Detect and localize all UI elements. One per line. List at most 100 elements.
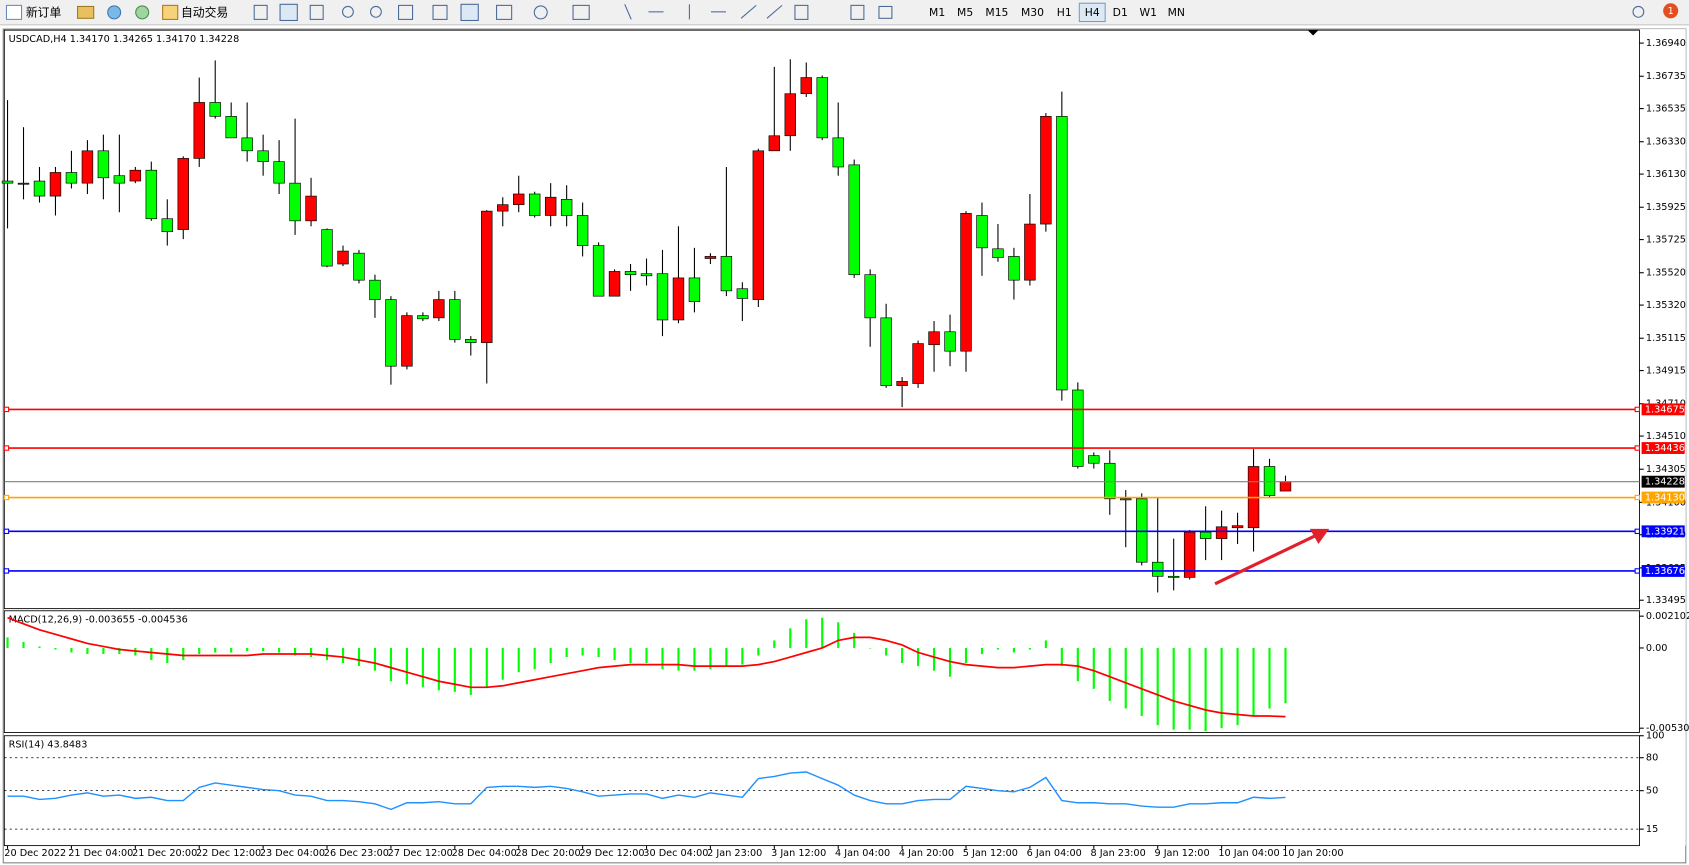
macd-bar [70, 647, 73, 653]
x-tick-label: 21 Dec 20:00 [132, 848, 197, 859]
x-tick-label: 26 Dec 23:00 [324, 848, 389, 859]
timeframe-button[interactable]: M15 [985, 6, 1008, 19]
channel-icon[interactable] [766, 4, 783, 19]
x-tick-label: 30 Dec 04:00 [643, 848, 708, 859]
zoom-in-icon[interactable] [342, 5, 354, 18]
macd-bar [421, 647, 424, 688]
candle-body [1151, 561, 1164, 577]
macd-bar [453, 647, 456, 692]
macd-bar [373, 647, 377, 671]
notification-badge[interactable] [1663, 3, 1679, 19]
macd-bar [629, 647, 632, 664]
macd-bar [1284, 647, 1287, 704]
candle-body [816, 77, 828, 139]
toolbar-button[interactable]: 自动交易 [181, 5, 228, 19]
periods-icon[interactable] [533, 5, 548, 20]
candle-body [49, 172, 62, 197]
timeframe-button[interactable]: H1 [1057, 6, 1072, 19]
tile-icon[interactable] [398, 4, 414, 20]
candle-body [145, 169, 158, 220]
candle-body [481, 210, 493, 343]
line-chart-icon[interactable] [309, 4, 324, 20]
candle-chart-icon[interactable] [279, 3, 298, 22]
zoom-out-icon[interactable] [370, 5, 382, 18]
macd-bar [932, 647, 936, 671]
candle-body [257, 150, 269, 162]
macd-bar [1188, 647, 1191, 730]
timeframe-button[interactable]: M30 [1021, 6, 1044, 19]
panel-frame [3, 29, 1640, 610]
candle-body [273, 161, 285, 184]
macd-bar [917, 647, 920, 667]
macd-bar [1252, 647, 1255, 717]
cursor-icon[interactable] [624, 4, 632, 20]
timeframe-button[interactable]: MN [1168, 6, 1185, 19]
history-icon[interactable] [77, 5, 95, 19]
candle-body [1231, 525, 1244, 529]
y-tick-label: 1.36130 [1646, 169, 1686, 180]
market-icon[interactable] [107, 5, 122, 20]
candle-body [1104, 462, 1116, 500]
y-tick-label: 1.33495 [1646, 595, 1686, 606]
timeframe-button[interactable]: H4 [1085, 6, 1100, 19]
candle-body [225, 116, 237, 139]
macd-bar [1268, 647, 1271, 709]
line-handle [1634, 528, 1640, 535]
macd-bar [246, 647, 249, 651]
macd-bar [6, 637, 9, 648]
y-tick-label: 1.35320 [1646, 300, 1686, 311]
y-tick-label: 1.36535 [1646, 104, 1686, 115]
macd-bar [38, 646, 41, 648]
timeframe-button[interactable]: D1 [1113, 6, 1128, 19]
scroll-icon[interactable] [432, 4, 448, 20]
candle-body [305, 195, 317, 222]
y-tick-label: 100 [1646, 731, 1664, 742]
macd-bar [980, 647, 984, 655]
fibo-icon[interactable] [794, 4, 809, 20]
macd-bar [198, 647, 201, 655]
macd-bar [54, 647, 57, 650]
signal-line [7, 616, 1286, 718]
x-tick-label: 6 Jan 04:00 [1027, 848, 1082, 859]
toolbar-button[interactable]: 新订单 [26, 5, 62, 19]
timeframe-button[interactable]: W1 [1140, 6, 1157, 19]
timeframe-button[interactable]: M1 [929, 6, 945, 19]
macd-bar [166, 647, 169, 664]
arrows-icon[interactable] [878, 5, 893, 19]
shift-icon[interactable] [460, 3, 479, 22]
templates-icon[interactable] [572, 4, 590, 20]
price-label: 1.33921 [1645, 526, 1685, 537]
y-tick-label: 1.36940 [1646, 38, 1686, 49]
x-tick-label: 28 Dec 04:00 [452, 848, 517, 859]
annotation-arrow [1214, 531, 1322, 586]
macd-bar [613, 647, 616, 661]
signal-icon[interactable] [135, 5, 150, 20]
candle-body [449, 299, 461, 340]
y-tick-label: 1.34510 [1646, 431, 1686, 442]
x-tick-label: 22 Dec 12:00 [196, 848, 261, 859]
macd-bar [485, 647, 488, 688]
x-tick-label: 27 Dec 12:00 [388, 848, 453, 859]
timeframe-button[interactable]: M5 [957, 6, 973, 19]
x-tick-label: 4 Jan 20:00 [899, 848, 954, 859]
macd-bar [773, 640, 776, 648]
candle-body [992, 248, 1004, 258]
macd-bar [1012, 647, 1016, 653]
autotrade-icon[interactable] [162, 4, 179, 20]
indicators-icon[interactable] [496, 4, 513, 20]
candle-body [17, 182, 30, 185]
search-icon[interactable] [1632, 5, 1645, 18]
trendline-icon[interactable] [740, 4, 757, 19]
y-tick-label: 1.35725 [1646, 235, 1686, 246]
label-icon[interactable] [850, 4, 865, 20]
macd-bar [869, 647, 872, 649]
bar-chart-icon[interactable] [253, 4, 268, 20]
macd-bar [645, 647, 648, 664]
macd-bar [1108, 647, 1111, 701]
macd-bar [1156, 647, 1159, 726]
chart-shift-marker[interactable] [1307, 30, 1319, 36]
macd-bar [1172, 647, 1175, 730]
active-timeframe-box [1078, 2, 1106, 23]
price-label-box [1641, 491, 1685, 504]
new-order-icon[interactable] [5, 4, 23, 20]
